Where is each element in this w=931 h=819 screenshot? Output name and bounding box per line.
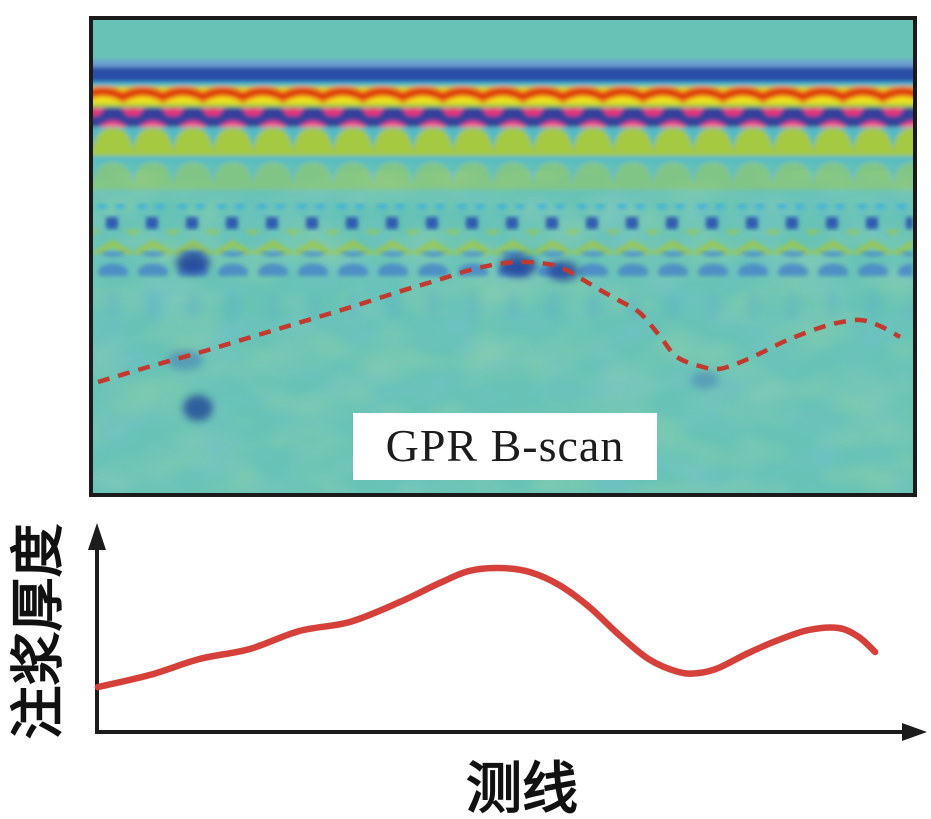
thickness-curve [94, 564, 879, 691]
bscan-top-bands [93, 60, 913, 191]
bscan-label: GPR B-scan [353, 413, 657, 480]
bscan-periodic-rows [93, 204, 913, 326]
bscan-anomaly-blobs [167, 252, 719, 421]
x-axis-label: 测线 [466, 759, 578, 819]
y-axis-arrow-icon [88, 523, 106, 550]
bscan-diagonal-streaks [93, 308, 148, 449]
gpr-bscan-panel: GPR B-scan [89, 16, 917, 497]
y-axis-label-text: 注浆厚度 [8, 523, 69, 739]
grout-interface-dashed-line [97, 259, 902, 385]
x-axis-arrow-icon [902, 723, 927, 741]
gpr-bscan-image [93, 20, 913, 493]
y-axis-label: 注浆厚度 [0, 518, 70, 744]
thickness-plot [88, 523, 927, 741]
